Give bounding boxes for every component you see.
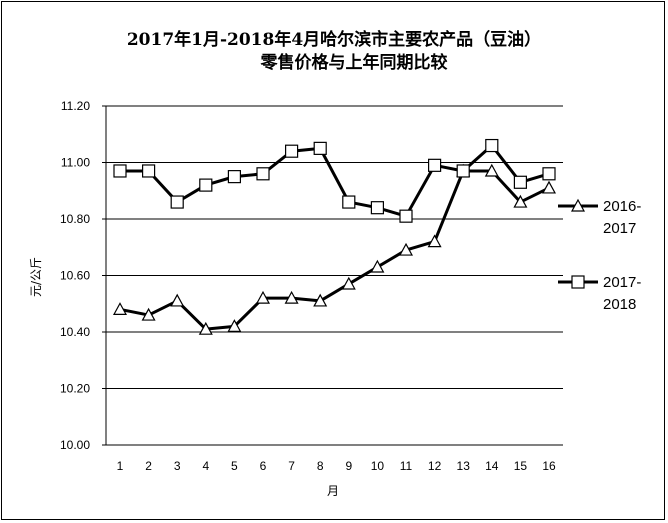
legend-label-series-2-line1: 2017- — [603, 274, 641, 291]
series-group — [112, 138, 557, 335]
data-point-square — [428, 158, 442, 172]
data-point-triangle — [513, 194, 528, 208]
axes — [102, 105, 563, 446]
x-tick-label: 1 — [117, 459, 124, 473]
data-point-square — [285, 144, 299, 158]
data-point-triangle — [227, 319, 242, 332]
legend: 2016- 2017 2017- 2018 — [558, 198, 641, 313]
data-point-square — [256, 167, 270, 181]
data-point-triangle — [427, 234, 442, 248]
x-tick-label: 13 — [457, 459, 471, 473]
data-point-triangle — [541, 180, 557, 194]
data-point-square — [199, 178, 213, 192]
series-line — [119, 169, 550, 331]
x-tick-label: 14 — [485, 459, 499, 473]
x-tick-label: 16 — [542, 459, 556, 473]
data-point-triangle — [313, 293, 328, 307]
x-tick-label: 4 — [202, 459, 209, 473]
data-point-triangle — [484, 163, 499, 177]
data-point-square — [542, 167, 556, 181]
data-point-triangle — [255, 290, 271, 304]
x-tick-label: 12 — [428, 459, 442, 473]
data-point-triangle — [112, 302, 128, 315]
y-tick-label: 10.20 — [60, 382, 90, 396]
legend-label-series-1-line2: 2017 — [603, 220, 636, 237]
series-line — [120, 144, 550, 218]
data-point-square — [485, 138, 499, 153]
y-tick-label: 10.80 — [60, 212, 90, 226]
chart-title-line2: 零售价格与上年同期比较 — [260, 52, 448, 73]
data-point-square — [142, 164, 156, 178]
data-point-square — [399, 209, 413, 223]
data-point-square — [170, 195, 184, 209]
x-tick-label: 9 — [345, 459, 352, 473]
x-tick-label: 6 — [260, 459, 267, 473]
x-tick-label: 5 — [231, 459, 238, 473]
legend-label-series-1-line1: 2016- — [603, 198, 641, 215]
data-point-triangle — [398, 242, 414, 256]
data-point-triangle — [198, 321, 213, 335]
grid-lines — [106, 105, 563, 389]
data-point-square — [227, 170, 241, 184]
y-tick-label: 10.40 — [60, 325, 90, 339]
data-point-triangle — [284, 290, 299, 304]
x-tick-label: 10 — [371, 459, 385, 473]
x-tick-label: 8 — [317, 459, 324, 473]
x-tick-label: 7 — [288, 459, 295, 473]
y-tick-label: 11.20 — [61, 99, 90, 113]
legend-label-series-2-line2: 2018 — [603, 296, 636, 313]
data-point-triangle — [370, 259, 385, 273]
legend-square-marker — [571, 275, 585, 289]
data-point-square — [370, 201, 384, 215]
series-1 — [112, 163, 557, 335]
data-point-square — [313, 141, 327, 155]
data-point-triangle — [170, 293, 185, 307]
data-point-square — [513, 175, 528, 189]
chart-title-line1: 2017年1月-2018年4月哈尔滨市主要农产品（豆油） — [127, 29, 541, 50]
series-2 — [113, 138, 556, 223]
x-tick-label: 15 — [514, 459, 528, 473]
data-point-square — [456, 164, 470, 178]
legend-triangle-marker — [570, 198, 586, 212]
data-point-triangle — [141, 307, 156, 321]
y-tick-label: 11.00 — [61, 156, 90, 170]
legend-item-series-2: 2017- 2018 — [558, 274, 641, 313]
x-tick-label: 3 — [174, 459, 181, 473]
x-axis-label: 月 — [327, 484, 339, 498]
y-tick-label: 10.60 — [60, 269, 90, 283]
y-axis-label: 元/公斤 — [29, 257, 43, 297]
x-tick-label: 2 — [145, 459, 152, 473]
data-point-square — [342, 195, 356, 209]
x-tick-labels: 1 2 3 4 5 6 7 8 9 10 11 12 13 14 15 16 — [117, 459, 556, 473]
y-tick-label: 10.00 — [60, 438, 90, 452]
legend-item-series-1: 2016- 2017 — [558, 198, 641, 237]
x-tick-label: 11 — [400, 459, 413, 473]
data-point-square — [113, 164, 127, 178]
y-tick-labels: 10.00 10.20 10.40 10.60 10.80 11.00 11.20 — [60, 99, 90, 452]
data-point-triangle — [341, 276, 356, 290]
